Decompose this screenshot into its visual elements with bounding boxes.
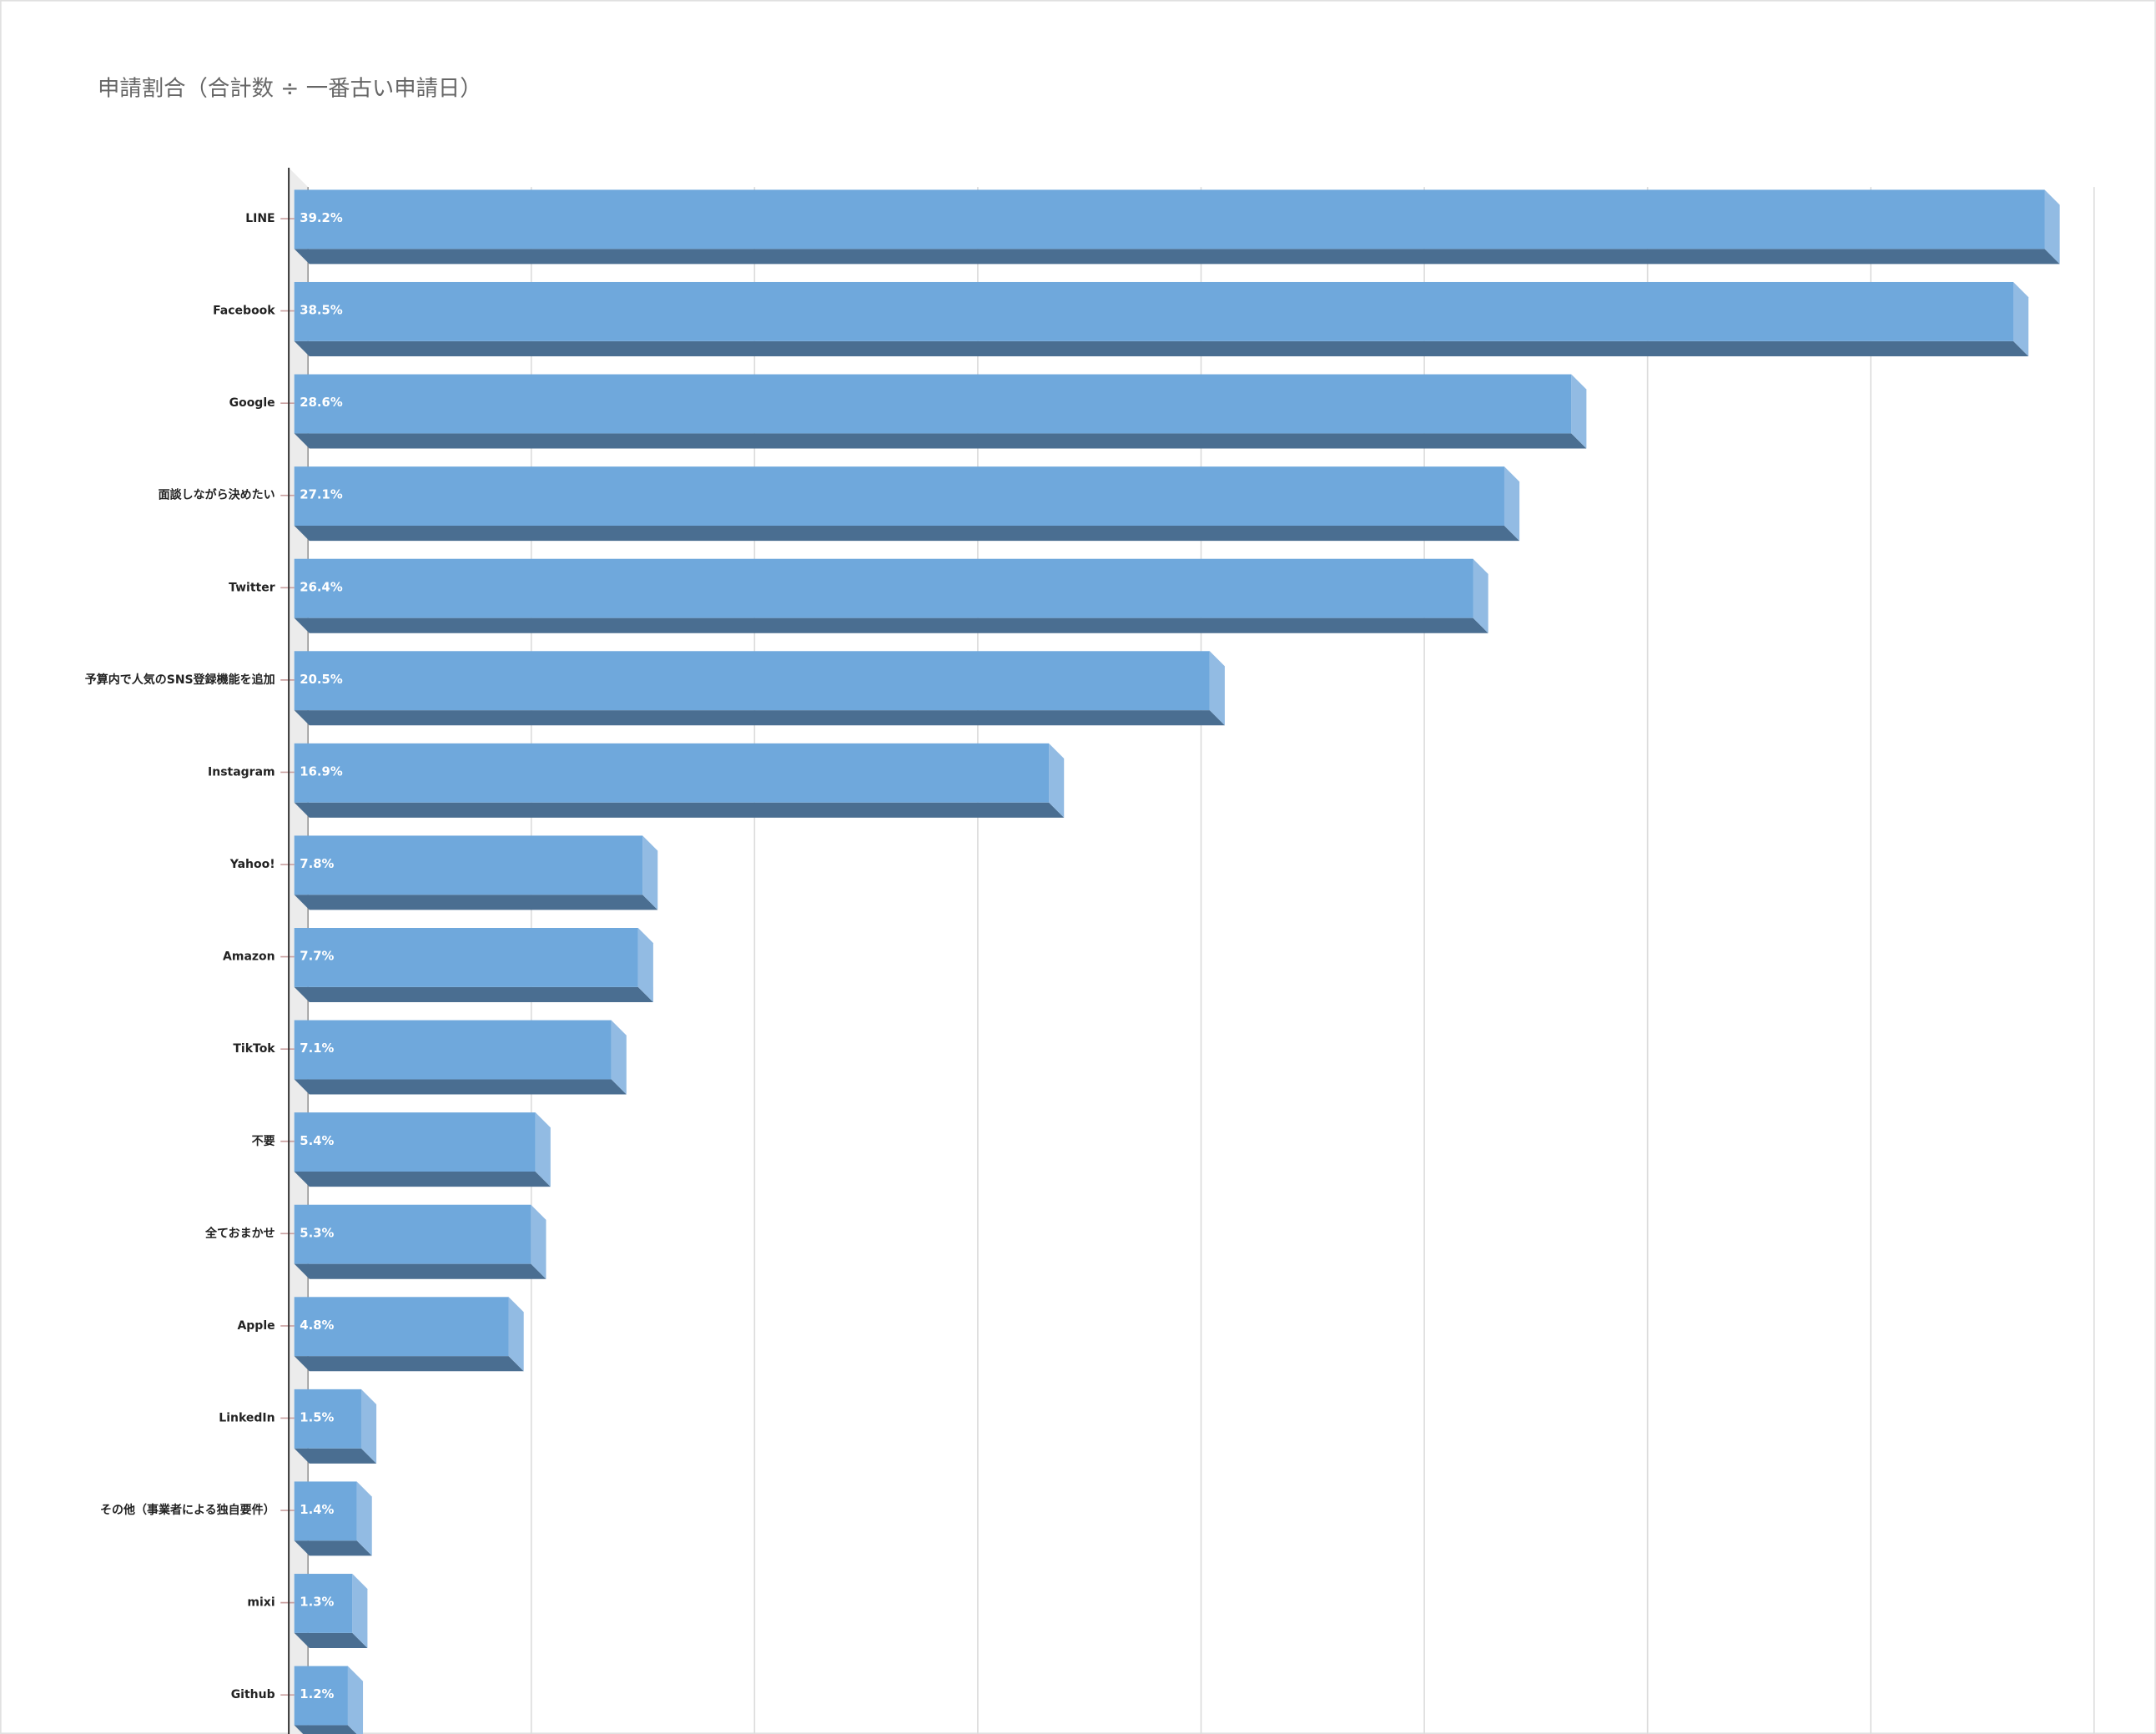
bar [294,1574,353,1633]
value-label: 4.8% [300,1318,334,1333]
bar-bottom-face [294,1540,372,1556]
bar-side-face [347,1666,364,1734]
bar [294,1020,612,1080]
bar [294,1204,531,1264]
bar-bottom-face [294,525,1520,542]
bar-bottom-face [294,1448,377,1464]
bar [294,835,643,895]
value-label: 27.1% [300,488,343,502]
value-label: 5.3% [300,1226,334,1240]
y-tick-label: Yahoo! [229,858,275,871]
bar [294,466,1504,526]
value-label: 1.5% [300,1410,334,1424]
bar [294,189,2045,250]
bar-bottom-face [294,1725,357,1734]
bar-side-face [1049,743,1065,818]
y-tick-label: Twitter [229,581,275,594]
value-label: 39.2% [300,211,343,225]
bar-side-face [531,1204,547,1279]
bar-side-face [1473,558,1489,633]
bar-side-face [2013,281,2029,356]
value-label: 28.6% [300,396,343,410]
bar-side-face [1571,374,1587,449]
bar-side-face [1504,466,1520,542]
bar-bottom-face [294,710,1225,726]
chart-title: 申請割合（合計数 ÷ 一番古い申請日） [98,77,482,102]
y-tick-label: Facebook [213,305,275,318]
y-tick-label: LinkedIn [219,1411,275,1424]
bar-bottom-face [294,249,2060,265]
bar [294,374,1572,434]
bar-side-face [508,1297,524,1372]
bar [294,1666,348,1726]
bar-side-face [356,1481,372,1556]
bar [294,558,1473,618]
value-label: 1.3% [300,1595,334,1610]
y-tick-label: mixi [247,1596,275,1610]
bar [294,1297,509,1357]
y-tick-label: 全ておまかせ [204,1226,275,1240]
bar-bottom-face [294,1263,547,1279]
bar-bottom-face [294,1632,368,1649]
y-tick-label: Google [229,396,275,410]
bar-bottom-face [294,433,1587,449]
value-label: 7.7% [300,950,334,964]
bar-side-face [535,1112,551,1187]
y-tick-label: Instagram [208,765,275,779]
bar [294,651,1210,711]
bar-side-face [360,1389,377,1464]
y-tick-label: 予算内で人気のSNS登録機能を追加 [85,673,275,687]
bar [294,1112,536,1172]
y-tick-label: 面談しながら決めたい [159,488,275,502]
bar-side-face [352,1574,368,1649]
bar-bottom-face [294,617,1489,633]
value-label: 1.2% [300,1687,334,1701]
value-label: 16.9% [300,764,343,779]
y-tick-label: 不要 [252,1135,275,1148]
bar-bottom-face [294,895,658,910]
y-tick-label: その他（事業者による独自要件） [100,1503,275,1517]
bar-bottom-face [294,802,1065,818]
bar-bottom-face [294,340,2029,356]
bar [294,281,2014,341]
bar [294,1481,357,1541]
value-label: 26.4% [300,580,343,594]
y-tick-label: Github [231,1688,275,1701]
bar [294,928,638,987]
value-label: 38.5% [300,304,343,318]
y-tick-label: LINE [245,212,275,225]
y-tick-label: Apple [237,1319,275,1333]
bar-bottom-face [294,1172,551,1187]
value-label: 20.5% [300,673,343,687]
bars: LINE 39.2% Facebook 38.5% Google 28.6% 面談しながら決… [85,189,2060,1734]
y-tick-label: TikTok [233,1042,275,1056]
value-label: 5.4% [300,1134,334,1148]
bar-side-face [642,835,658,910]
y-tick-label: Amazon [223,950,275,964]
value-label: 7.8% [300,857,334,871]
bar-bottom-face [294,1079,627,1095]
value-label: 1.4% [300,1503,334,1517]
bar-side-face [637,928,653,1002]
value-label: 7.1% [300,1041,334,1056]
bar-side-face [2044,189,2060,265]
bar-side-face [1209,651,1225,726]
bar-bottom-face [294,1356,524,1372]
bar-side-face [611,1020,627,1095]
bar-bottom-face [294,986,653,1002]
bar [294,1389,361,1449]
bar [294,743,1050,803]
